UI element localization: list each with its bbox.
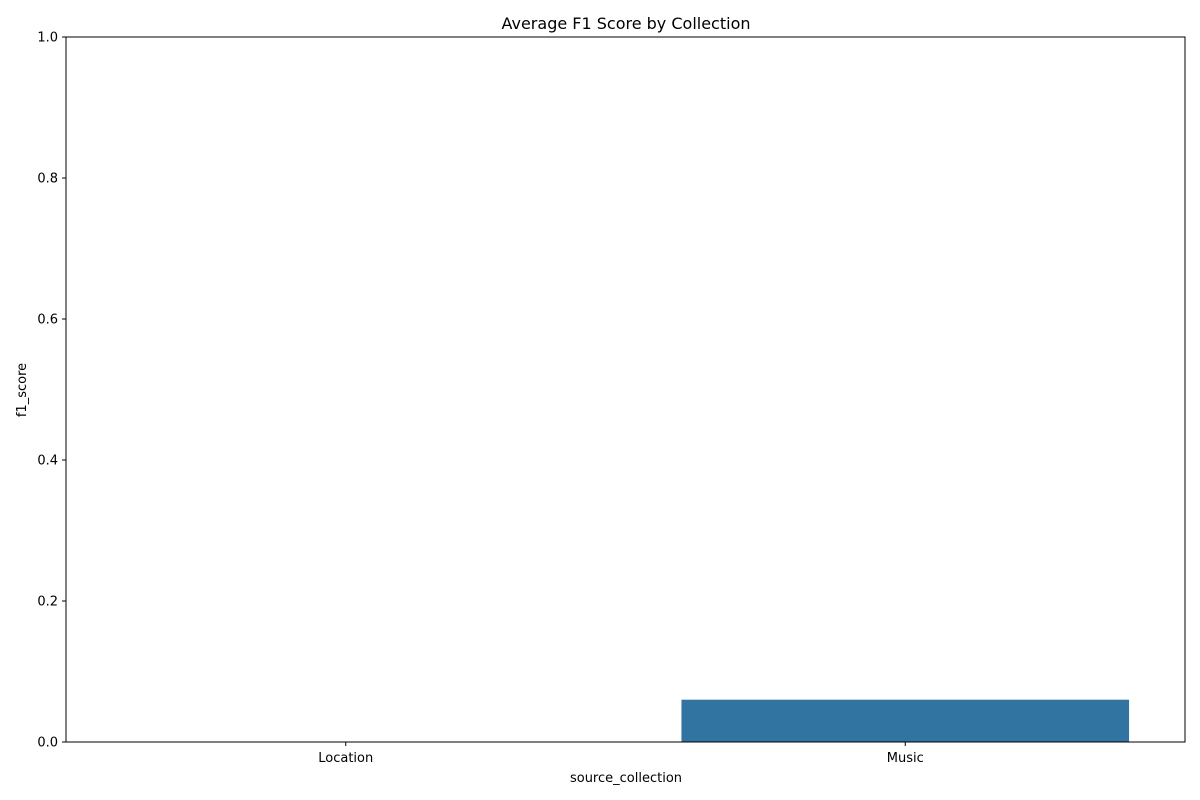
y-tick-label: 0.6 [37,313,58,328]
bars-group [681,699,1130,742]
x-axis-label: source_collection [570,771,682,786]
y-tick-label: 0.2 [37,595,58,610]
y-axis: 0.0 0.2 0.4 0.6 0.8 1.0 [37,31,66,751]
y-tick-label: 0.0 [37,736,58,751]
y-tick-label: 0.8 [37,172,58,187]
bar-music [681,699,1130,742]
x-tick-label: Location [318,751,373,766]
chart-title: Average F1 Score by Collection [501,14,750,33]
x-tick-label: Music [887,751,924,766]
y-tick-label: 1.0 [37,31,58,46]
x-axis: Location Music [318,742,924,766]
plot-frame [65,36,1186,743]
y-tick-label: 0.4 [37,454,58,469]
y-axis-label: f1_score [15,363,30,417]
